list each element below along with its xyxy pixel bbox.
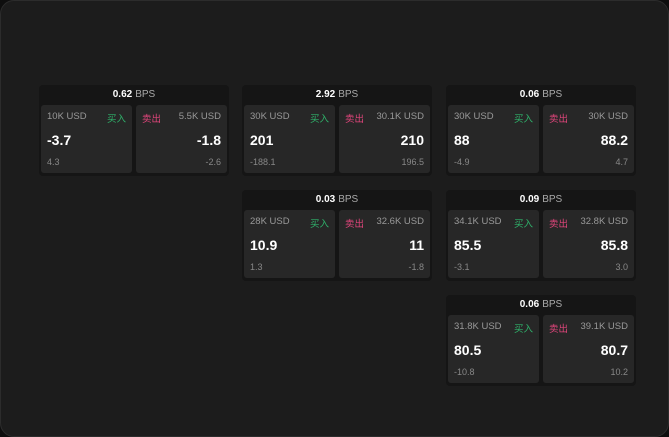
buy-label: 买入: [513, 219, 533, 230]
bid-size: 30K USD: [250, 111, 290, 122]
bid-price: -3.7: [47, 132, 72, 148]
bid-price: 10.9: [250, 237, 278, 253]
bid-size: 34.1K USD: [454, 216, 502, 227]
ask-price: 85.8: [600, 237, 628, 253]
sell-cell[interactable]: 卖出 30K USD 88.2 4.7: [543, 105, 634, 173]
spread-unit: BPS: [338, 89, 359, 100]
ask-size: 32.6K USD: [376, 216, 424, 227]
spread-header: 0.09 BPS: [446, 190, 636, 210]
quote-tile: 0.06 BPS 30K USD 买入 88 -4.9 卖出 30K USD 88.2…: [446, 85, 636, 176]
bid-price: 85.5: [454, 237, 482, 253]
sell-label: 卖出: [549, 324, 569, 335]
ask-price: 88.2: [600, 132, 628, 148]
quote-tile: 0.06 BPS 31.8K USD 买入 80.5 -10.8 卖出 39.1K U…: [446, 295, 636, 386]
bid-size: 31.8K USD: [454, 321, 502, 332]
ask-change: 10.2: [610, 367, 628, 377]
sell-cell[interactable]: 卖出 39.1K USD 80.7 10.2: [543, 315, 634, 383]
spread-header: 0.06 BPS: [446, 295, 636, 315]
spread-value: 2.92: [315, 89, 336, 100]
spread-header: 0.03 BPS: [242, 190, 432, 210]
bid-change: 4.3: [47, 157, 60, 167]
spread-unit: BPS: [542, 89, 563, 100]
buy-label: 买入: [309, 219, 329, 230]
ask-size: 5.5K USD: [178, 111, 221, 122]
quote-tile: 0.03 BPS 28K USD 买入 10.9 1.3 卖出 32.6K USD 1…: [242, 190, 432, 281]
ask-price: 80.7: [600, 342, 628, 358]
bid-price: 88: [454, 132, 470, 148]
spread-value: 0.09: [519, 194, 540, 205]
ask-change: -2.6: [205, 157, 221, 167]
bid-price: 201: [250, 132, 274, 148]
ask-size: 30.1K USD: [376, 111, 424, 122]
spread-unit: BPS: [338, 194, 359, 205]
bid-size: 30K USD: [454, 111, 494, 122]
quote-tile: 0.62 BPS 10K USD 买入 -3.7 4.3 卖出 5.5K USD -1…: [39, 85, 229, 176]
spread-unit: BPS: [135, 89, 156, 100]
buy-label: 买入: [513, 324, 533, 335]
spread-header: 0.06 BPS: [446, 85, 636, 105]
spread-value: 0.06: [519, 89, 540, 100]
buy-cell[interactable]: 34.1K USD 买入 85.5 -3.1: [448, 210, 539, 278]
spread-header: 0.62 BPS: [39, 85, 229, 105]
ask-price: 210: [400, 132, 424, 148]
ask-price: 11: [409, 237, 424, 253]
buy-cell[interactable]: 10K USD 买入 -3.7 4.3: [41, 105, 132, 173]
bid-change: -10.8: [454, 367, 475, 377]
spread-value: 0.62: [112, 89, 133, 100]
sell-label: 卖出: [345, 114, 365, 125]
ask-change: 196.5: [401, 157, 424, 167]
buy-label: 买入: [309, 114, 329, 125]
ask-size: 32.8K USD: [580, 216, 628, 227]
quote-tile: 0.09 BPS 34.1K USD 买入 85.5 -3.1 卖出 32.8K US…: [446, 190, 636, 281]
bid-change: -188.1: [250, 157, 276, 167]
spread-value: 0.03: [315, 194, 336, 205]
sell-label: 卖出: [345, 219, 365, 230]
buy-label: 买入: [106, 114, 126, 125]
spread-unit: BPS: [542, 299, 563, 310]
bid-change: -3.1: [454, 262, 470, 272]
sell-label: 卖出: [549, 219, 569, 230]
spread-value: 0.06: [519, 299, 540, 310]
spread-unit: BPS: [542, 194, 563, 205]
sell-cell[interactable]: 卖出 32.8K USD 85.8 3.0: [543, 210, 634, 278]
spread-header: 2.92 BPS: [242, 85, 432, 105]
sell-cell[interactable]: 卖出 5.5K USD -1.8 -2.6: [136, 105, 227, 173]
buy-cell[interactable]: 31.8K USD 买入 80.5 -10.8: [448, 315, 539, 383]
bid-size: 28K USD: [250, 216, 290, 227]
ask-change: 3.0: [615, 262, 628, 272]
buy-label: 买入: [513, 114, 533, 125]
ask-change: -1.8: [408, 262, 424, 272]
bid-size: 10K USD: [47, 111, 87, 122]
bid-change: 1.3: [250, 262, 263, 272]
sell-label: 卖出: [549, 114, 569, 125]
sell-cell[interactable]: 卖出 30.1K USD 210 196.5: [339, 105, 430, 173]
buy-cell[interactable]: 28K USD 买入 10.9 1.3: [244, 210, 335, 278]
sell-label: 卖出: [142, 114, 162, 125]
ask-size: 39.1K USD: [580, 321, 628, 332]
sell-cell[interactable]: 卖出 32.6K USD 11 -1.8: [339, 210, 430, 278]
quote-tile: 2.92 BPS 30K USD 买入 201 -188.1 卖出 30.1K USD…: [242, 85, 432, 176]
ask-size: 30K USD: [588, 111, 628, 122]
buy-cell[interactable]: 30K USD 买入 88 -4.9: [448, 105, 539, 173]
bid-price: 80.5: [454, 342, 482, 358]
ask-price: -1.8: [196, 132, 221, 148]
ask-change: 4.7: [615, 157, 628, 167]
bid-change: -4.9: [454, 157, 470, 167]
buy-cell[interactable]: 30K USD 买入 201 -188.1: [244, 105, 335, 173]
